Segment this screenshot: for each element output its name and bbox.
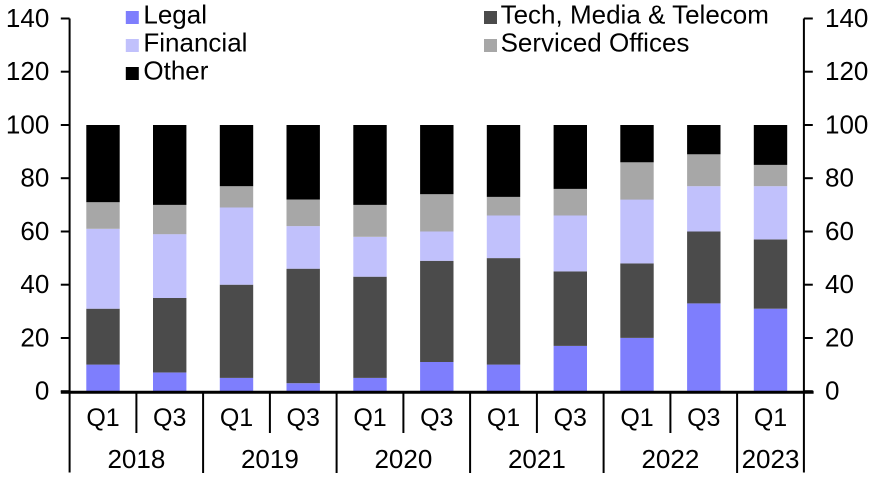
svg-text:Q3: Q3 (687, 404, 720, 432)
svg-text:Q1: Q1 (754, 404, 787, 432)
svg-text:Q1: Q1 (620, 404, 653, 432)
svg-text:60: 60 (20, 216, 49, 246)
svg-text:Q3: Q3 (420, 404, 453, 432)
svg-text:Q3: Q3 (554, 404, 587, 432)
svg-text:20: 20 (20, 323, 49, 353)
svg-text:Q1: Q1 (86, 404, 119, 432)
svg-text:0: 0 (825, 376, 839, 406)
svg-text:Tech, Media & Telecom: Tech, Media & Telecom (501, 0, 769, 30)
svg-text:100: 100 (825, 110, 868, 140)
svg-text:2023: 2023 (742, 444, 800, 474)
svg-text:20: 20 (825, 323, 854, 353)
svg-text:Legal: Legal (143, 0, 207, 30)
svg-text:80: 80 (825, 163, 854, 193)
svg-text:Financial: Financial (143, 28, 247, 58)
svg-text:0: 0 (35, 376, 49, 406)
svg-text:80: 80 (20, 163, 49, 193)
svg-text:2021: 2021 (508, 444, 566, 474)
svg-text:Q1: Q1 (487, 404, 520, 432)
svg-text:120: 120 (825, 56, 868, 86)
svg-text:Other: Other (143, 56, 208, 86)
svg-text:140: 140 (825, 3, 868, 33)
svg-text:120: 120 (6, 56, 49, 86)
svg-text:60: 60 (825, 216, 854, 246)
svg-text:2018: 2018 (107, 444, 165, 474)
svg-text:Q3: Q3 (153, 404, 186, 432)
svg-text:100: 100 (6, 110, 49, 140)
svg-text:Q1: Q1 (353, 404, 386, 432)
svg-text:Q3: Q3 (287, 404, 320, 432)
svg-text:40: 40 (20, 269, 49, 299)
svg-text:2020: 2020 (374, 444, 432, 474)
svg-text:2022: 2022 (641, 444, 699, 474)
svg-text:40: 40 (825, 269, 854, 299)
svg-text:2019: 2019 (241, 444, 299, 474)
svg-text:Serviced Offices: Serviced Offices (501, 28, 690, 58)
svg-text:Q1: Q1 (220, 404, 253, 432)
svg-text:140: 140 (6, 3, 49, 33)
